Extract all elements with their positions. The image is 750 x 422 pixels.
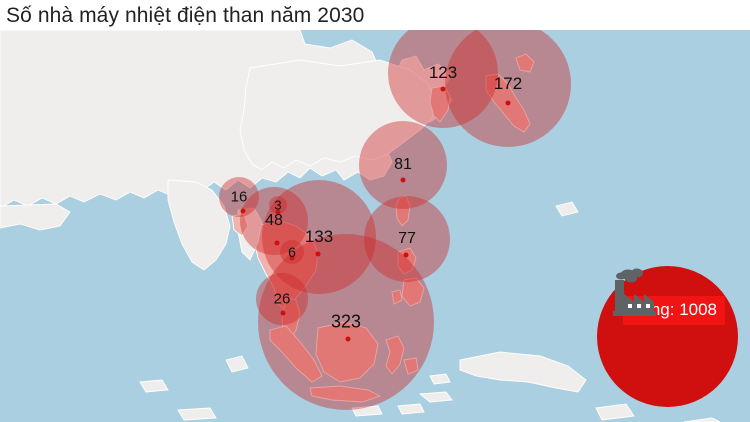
- bubble-label-26: 26: [273, 290, 291, 308]
- map-geography: [0, 30, 721, 422]
- bubble-label-323: 323: [330, 311, 362, 332]
- page-title: Số nhà máy nhiệt điện than năm 2030: [6, 4, 365, 27]
- bubble-label-172: 172: [493, 74, 523, 93]
- factory-icon: [613, 268, 656, 316]
- bubble-77[interactable]: [364, 196, 450, 282]
- bubble-label-77: 77: [398, 230, 416, 247]
- bubble-dot-172: [505, 100, 511, 106]
- bubble-172[interactable]: [445, 30, 571, 147]
- bubble-label-133: 133: [304, 227, 334, 246]
- bubble-dot-6: [289, 255, 295, 261]
- bubble-label-16: 16: [230, 188, 248, 206]
- bubble-dot-26: [280, 310, 286, 316]
- bubble-label-48: 48: [265, 212, 283, 229]
- bubble-dot-133: [315, 251, 321, 257]
- total-badge[interactable]: Tổng: 1008: [597, 266, 738, 407]
- bubble-81[interactable]: [359, 121, 447, 209]
- bubble-label-3: 3: [274, 197, 282, 213]
- bubble-label-123: 123: [428, 63, 458, 82]
- bubble-dot-16: [240, 208, 246, 214]
- bubble-dot-77: [403, 252, 409, 258]
- bubble-323[interactable]: [258, 234, 434, 410]
- bubble-133[interactable]: [262, 180, 376, 294]
- title-bar: Số nhà máy nhiệt điện than năm 2030: [0, 0, 750, 30]
- bubble-123[interactable]: [388, 30, 498, 128]
- bubble-dot-123: [440, 86, 446, 92]
- bubble-48[interactable]: [240, 187, 308, 255]
- bubble-dot-48: [274, 240, 280, 246]
- bubble-26[interactable]: [256, 273, 308, 325]
- bubble-label-81: 81: [394, 156, 412, 173]
- bubble-dot-3: [275, 209, 281, 215]
- bubble-3[interactable]: [269, 196, 287, 214]
- bubble-16[interactable]: [219, 177, 259, 217]
- bubble-dot-81: [400, 177, 406, 183]
- bubble-dot-323: [345, 336, 351, 342]
- map-canvas[interactable]: 16 3 48 123 172 81 77 6 26 133 323 Tổng: 1008: [0, 30, 750, 422]
- bubble-label-6: 6: [288, 244, 296, 260]
